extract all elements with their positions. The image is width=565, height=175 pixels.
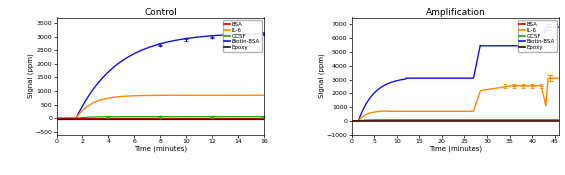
X-axis label: Time (minutes): Time (minutes) xyxy=(429,145,482,152)
Title: Amplification: Amplification xyxy=(425,8,485,17)
X-axis label: Time (minutes): Time (minutes) xyxy=(134,145,187,152)
Legend: BSA, IL-6, GCSF, Biotin-BSA, Epoxy: BSA, IL-6, GCSF, Biotin-BSA, Epoxy xyxy=(223,20,262,52)
Title: Control: Control xyxy=(144,8,177,17)
Legend: BSA, IL-6, GCSF, Biotin-BSA, Epoxy: BSA, IL-6, GCSF, Biotin-BSA, Epoxy xyxy=(518,20,557,52)
Y-axis label: Signal (ppm): Signal (ppm) xyxy=(319,54,325,99)
Y-axis label: Signal (ppm): Signal (ppm) xyxy=(28,54,34,99)
